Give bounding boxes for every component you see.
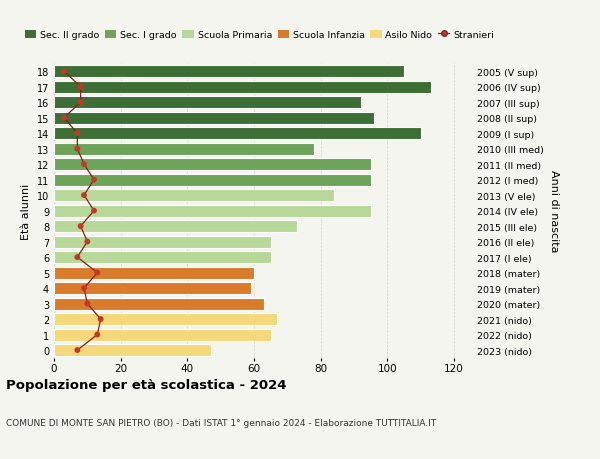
Legend: Sec. II grado, Sec. I grado, Scuola Primaria, Scuola Infanzia, Asilo Nido, Stran: Sec. II grado, Sec. I grado, Scuola Prim… <box>25 31 494 40</box>
Bar <box>54 205 371 217</box>
Point <box>96 316 106 323</box>
Point <box>79 161 89 168</box>
Point <box>89 177 99 184</box>
Y-axis label: Anni di nascita: Anni di nascita <box>549 170 559 252</box>
Point <box>89 207 99 215</box>
Bar <box>54 344 211 356</box>
Bar <box>54 190 334 202</box>
Bar <box>54 159 371 171</box>
Y-axis label: Età alunni: Età alunni <box>21 183 31 239</box>
Bar <box>54 282 251 295</box>
Point <box>92 269 102 277</box>
Bar <box>54 97 361 109</box>
Point <box>76 223 85 230</box>
Bar <box>54 221 298 233</box>
Bar <box>54 112 374 124</box>
Text: Popolazione per età scolastica - 2024: Popolazione per età scolastica - 2024 <box>6 379 287 392</box>
Point <box>59 68 69 76</box>
Point <box>79 192 89 199</box>
Point <box>59 115 69 122</box>
Bar <box>54 143 314 155</box>
Point <box>73 146 82 153</box>
Point <box>73 347 82 354</box>
Point <box>73 254 82 261</box>
Point <box>83 300 92 308</box>
Point <box>76 84 85 91</box>
Bar <box>54 66 404 78</box>
Bar <box>54 329 271 341</box>
Point <box>73 130 82 138</box>
Bar <box>54 252 271 263</box>
Point <box>92 331 102 338</box>
Bar <box>54 236 271 248</box>
Bar <box>54 174 371 186</box>
Bar <box>54 267 254 279</box>
Bar <box>54 313 277 325</box>
Bar <box>54 298 264 310</box>
Point <box>76 99 85 106</box>
Bar <box>54 128 421 140</box>
Point <box>79 285 89 292</box>
Point <box>83 238 92 246</box>
Text: COMUNE DI MONTE SAN PIETRO (BO) - Dati ISTAT 1° gennaio 2024 - Elaborazione TUTT: COMUNE DI MONTE SAN PIETRO (BO) - Dati I… <box>6 418 436 427</box>
Bar <box>54 81 431 94</box>
